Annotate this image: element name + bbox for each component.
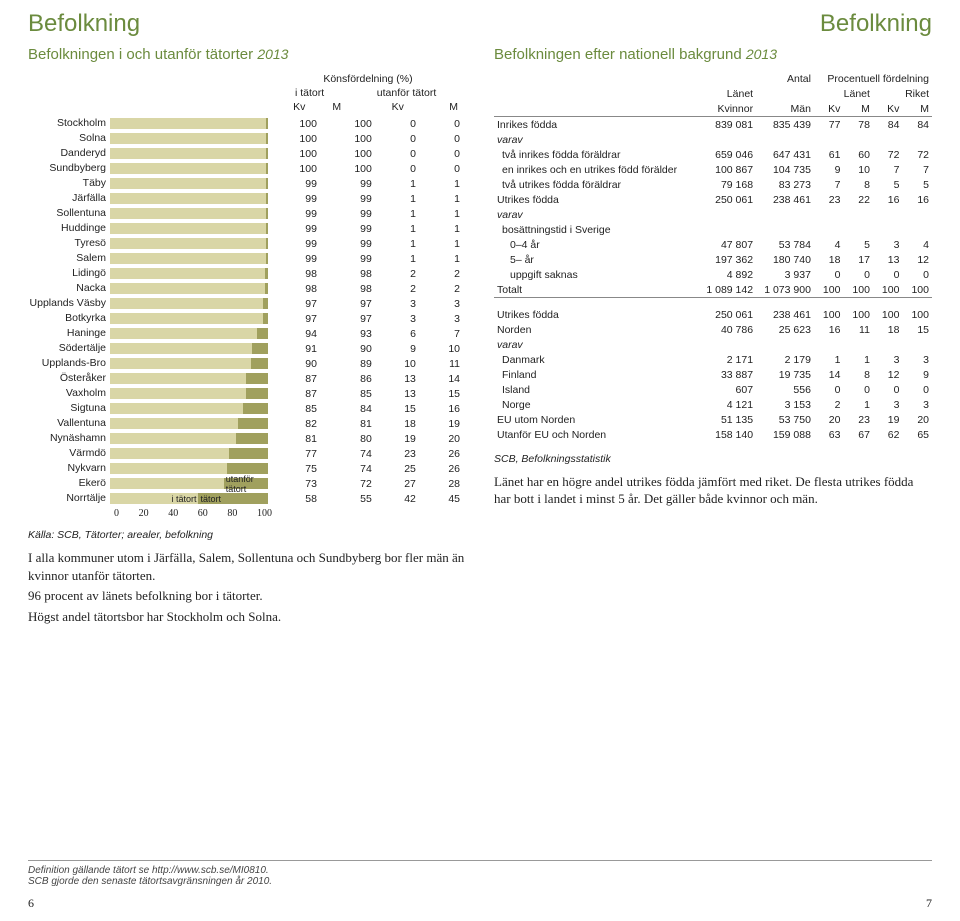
footnotes: Definition gällande tätort se http://www… [28,860,932,887]
municipality-label: Värmdö [28,446,106,461]
municipality-label: Solna [28,131,106,146]
municipality-label: Norrtälje [28,491,106,506]
table-row-label: varav [494,132,698,147]
municipality-label: Vallentuna [28,416,106,431]
table-row-label: varav [494,207,698,222]
table-row-label: en inrikes och en utrikes född förälder [494,162,698,177]
table-row-label: Norge [494,398,698,413]
table-row-label: Finland [494,368,698,383]
table-row-label: Utrikes födda [494,308,698,323]
page-title-right: Befolkning [494,10,932,38]
municipality-label: Täby [28,176,106,191]
page-numbers: 6 7 [28,896,932,911]
table-row-label: bosättningstid i Sverige [494,222,698,237]
body-text: Högst andel tätortsbor har Stockholm och… [28,608,466,626]
chart-axis: 020406080100 [114,508,272,519]
body-text: I alla kommuner utom i Järfälla, Salem, … [28,549,466,584]
table-row-label: två inrikes födda föräldrar [494,147,698,162]
table-row-label: Totalt [494,282,698,298]
page-title-left: Befolkning [28,10,466,38]
left-column: Befolkning Befolkningen i och utanför tä… [28,10,466,628]
bar-chart: StockholmSolnaDanderydSundbybergTäbyJärf… [28,116,466,506]
right-column: Befolkning Befolkningen efter nationell … [494,10,932,628]
right-section-title: Befolkningen efter nationell bakgrund 20… [494,46,932,63]
body-text: 96 procent av länets befolkning bor i tä… [28,587,466,605]
municipality-label: Upplands Väsby [28,296,106,311]
municipality-label: Vaxholm [28,386,106,401]
municipality-label: Ekerö [28,476,106,491]
table-row-label: 0–4 år [494,237,698,252]
table-row-label: Inrikes födda [494,117,698,133]
right-source: SCB, Befolkningsstatistik [494,453,932,465]
chart-top-header: Könsfördelning (%) [272,73,464,85]
table-row-label: EU utom Norden [494,413,698,428]
municipality-label: Haninge [28,326,106,341]
municipality-label: Österåker [28,371,106,386]
municipality-label: Nacka [28,281,106,296]
table-row-label: Danmark [494,353,698,368]
table-row-label: Island [494,383,698,398]
table-row-label: 5– år [494,252,698,267]
municipality-label: Tyresö [28,236,106,251]
table-row-label: Utrikes födda [494,192,698,207]
table-row-label: varav [494,338,698,353]
municipality-label: Sollentuna [28,206,106,221]
municipality-label: Nykvarn [28,461,106,476]
municipality-label: Upplands-Bro [28,356,106,371]
left-section-title: Befolkningen i och utanför tätorter 2013 [28,46,466,63]
table-row-label: uppgift saknas [494,267,698,282]
municipality-label: Sigtuna [28,401,106,416]
municipality-label: Danderyd [28,146,106,161]
municipality-label: Södertälje [28,341,106,356]
municipality-label: Salem [28,251,106,266]
municipality-label: Sundbyberg [28,161,106,176]
body-text: Länet har en högre andel utrikes födda j… [494,473,932,508]
municipality-label: Järfälla [28,191,106,206]
municipality-label: Nynäshamn [28,431,106,446]
municipality-label: Stockholm [28,116,106,131]
municipality-label: Lidingö [28,266,106,281]
table-row-label: Utanför EU och Norden [494,428,698,443]
table-row-label: Norden [494,323,698,338]
municipality-label: Botkyrka [28,311,106,326]
left-source: Källa: SCB, Tätorter; arealer, befolknin… [28,529,466,541]
data-table: AntalProcentuell fördelningLänetLänetRik… [494,71,932,443]
municipality-label: Huddinge [28,221,106,236]
table-row-label: två utrikes födda föräldrar [494,177,698,192]
